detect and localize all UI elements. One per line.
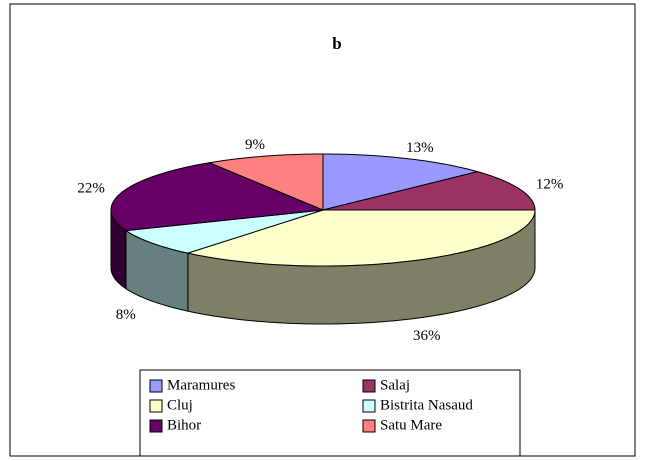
pie-slice — [322, 153, 480, 211]
data-label: 36% — [413, 328, 441, 344]
legend-swatch — [362, 399, 376, 413]
legend-box — [139, 369, 521, 457]
data-label: 22% — [77, 181, 105, 197]
data-label: 13% — [406, 140, 434, 156]
pie-slice — [322, 171, 536, 211]
legend-label: Maramures — [167, 377, 235, 393]
legend-swatch — [149, 419, 163, 433]
legend-swatch — [362, 379, 376, 393]
legend-label: Bistrita Nasaud — [380, 397, 473, 413]
legend-label: Salaj — [380, 377, 410, 393]
legend-label: Bihor — [167, 417, 201, 433]
chart-title: b — [332, 34, 341, 53]
pie-slice — [110, 162, 324, 232]
legend-label: Cluj — [167, 397, 193, 413]
data-label: 12% — [536, 177, 564, 193]
pie-slice — [207, 153, 324, 211]
legend-swatch — [362, 419, 376, 433]
legend-swatch — [149, 379, 163, 393]
pie-slice — [185, 209, 536, 267]
pie-slice — [124, 209, 324, 254]
data-label: 9% — [245, 137, 265, 153]
data-label: 8% — [116, 307, 136, 323]
legend-swatch — [149, 399, 163, 413]
legend-label: Satu Mare — [380, 417, 442, 433]
